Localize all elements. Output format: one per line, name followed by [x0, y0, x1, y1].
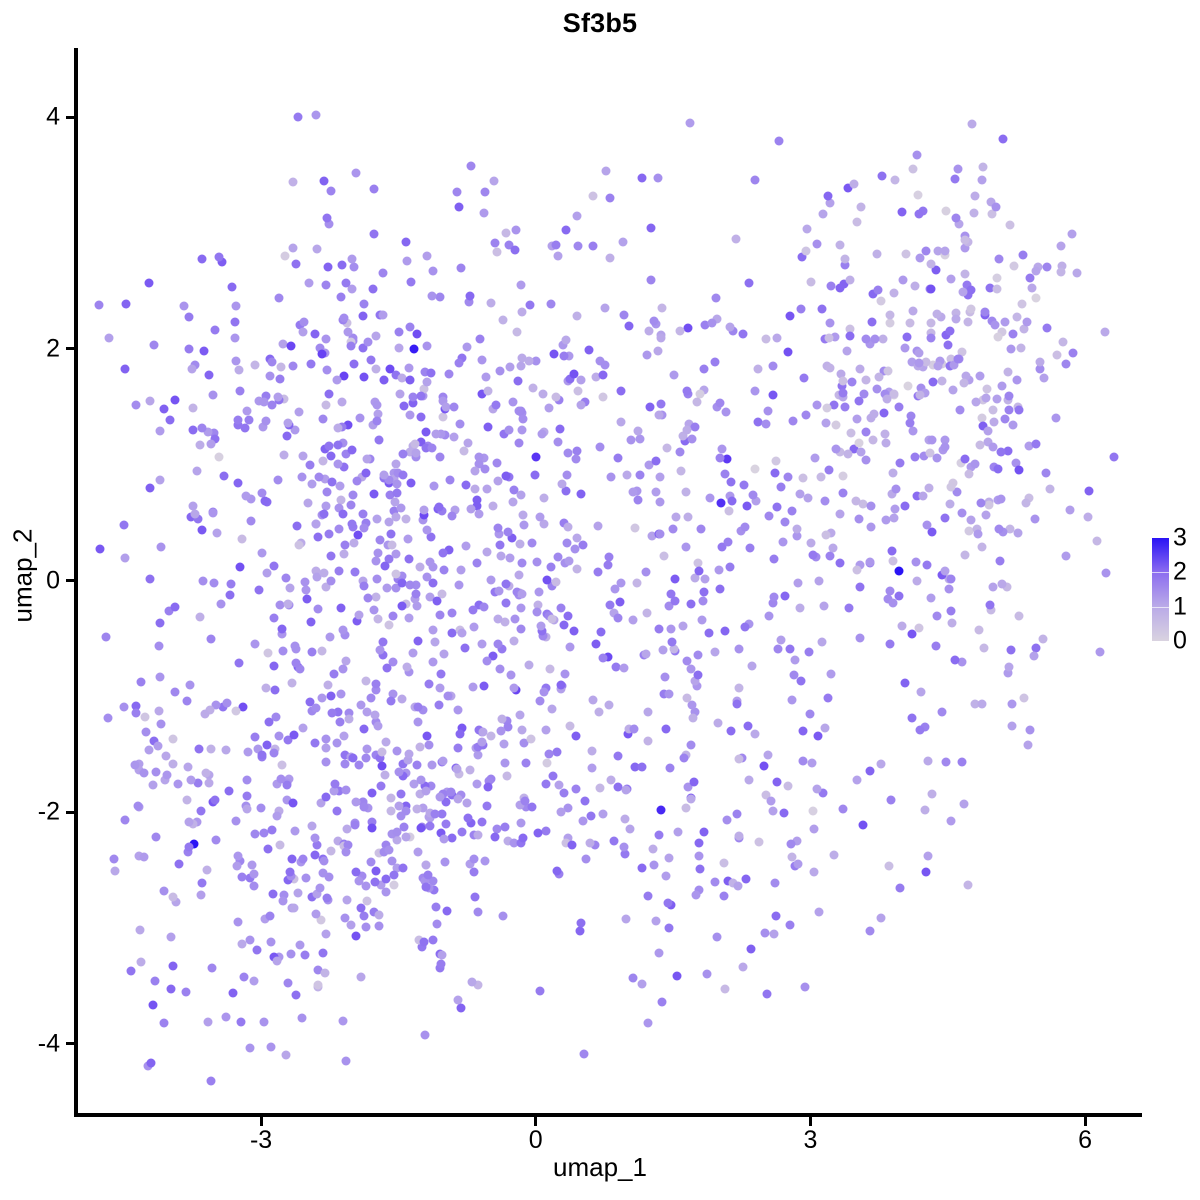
x-tick-label: 0 — [528, 1126, 543, 1154]
plot-panel — [78, 48, 1140, 1113]
x-tick-mark — [534, 1117, 538, 1126]
colorbar-tick-label: 3 — [1173, 523, 1187, 552]
y-tick-label: -4 — [37, 1029, 60, 1058]
y-tick-mark — [66, 810, 75, 814]
y-axis-line — [74, 48, 78, 1117]
colorbar-tick-label: 0 — [1173, 626, 1187, 655]
x-tick-mark — [259, 1117, 263, 1126]
colorbar-tick-mark — [1152, 606, 1169, 608]
x-tick-label: 3 — [803, 1126, 818, 1154]
x-tick-mark — [1083, 1117, 1087, 1126]
colorbar-gradient — [1152, 538, 1169, 641]
x-tick-mark — [808, 1117, 812, 1126]
x-axis-title: umap_1 — [553, 1152, 647, 1182]
y-tick-mark — [66, 347, 75, 351]
y-tick-label: -2 — [37, 797, 60, 826]
y-axis-title: umap_2 — [7, 528, 38, 623]
colorbar-tick-mark — [1152, 572, 1169, 574]
y-tick-mark — [66, 1042, 75, 1046]
y-tick-label: 2 — [46, 334, 60, 363]
colorbar-tick-label: 1 — [1173, 592, 1187, 621]
colorbar-tick-label: 2 — [1173, 557, 1187, 586]
x-tick-label: 6 — [1078, 1126, 1093, 1154]
y-tick-label: 4 — [46, 102, 60, 131]
colorbar-legend: 3 2 1 0 — [1148, 525, 1200, 653]
x-axis-line — [74, 1113, 1142, 1117]
y-tick-label: 0 — [46, 566, 60, 594]
y-tick-mark — [66, 115, 75, 119]
y-tick-mark — [66, 579, 75, 582]
page-title: Sf3b5 — [562, 8, 638, 38]
x-tick-label: -3 — [249, 1126, 273, 1154]
